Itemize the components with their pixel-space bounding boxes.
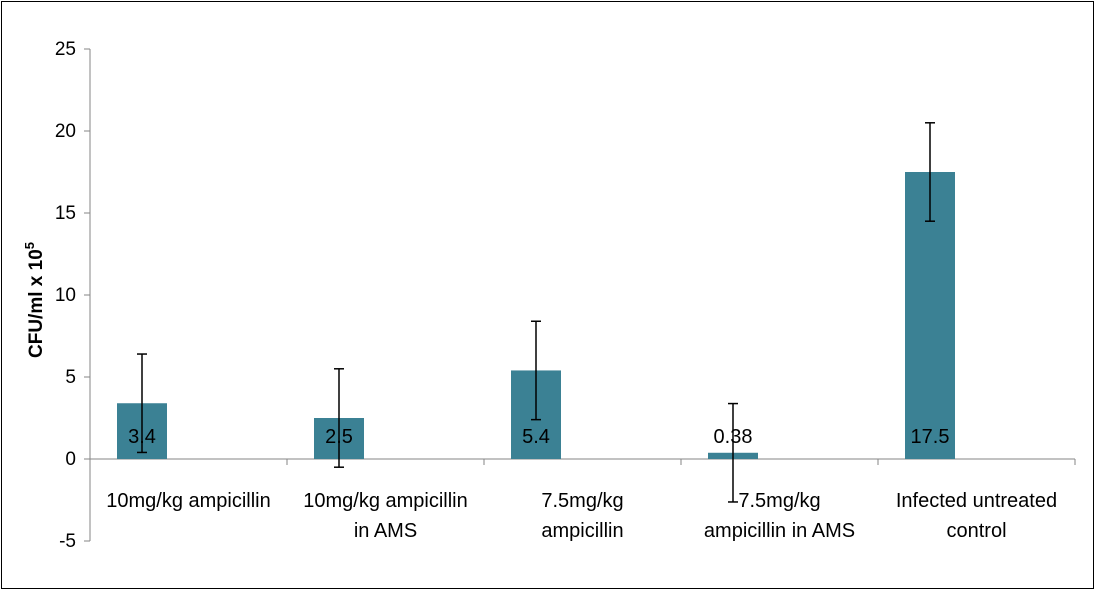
category-label: 7.5mg/kg ampicillin in AMS: [704, 490, 855, 542]
category-label-line: Infected untreated: [896, 490, 1057, 512]
y-axis-title: CFU/ml x 105: [22, 242, 47, 358]
data-label: 0.38: [714, 426, 753, 448]
category-label-line: in AMS: [354, 520, 417, 542]
category-label-line: 10mg/kg ampicillin: [106, 490, 271, 512]
data-label: 2.5: [325, 426, 353, 448]
bars: [117, 172, 955, 459]
category-labels: 10mg/kg ampicillin 10mg/kg ampicillin in A…: [106, 490, 1057, 542]
category-label: 7.5mg/kg ampicillin: [541, 490, 623, 542]
data-label: 5.4: [522, 426, 550, 448]
data-labels: 3.4 2.5 5.4 0.38 17.5: [128, 426, 949, 448]
y-tick-label: 25: [55, 39, 76, 60]
y-tick-label: 5: [65, 367, 76, 388]
category-label: 10mg/kg ampicillin: [106, 490, 271, 512]
y-tick-label: 20: [55, 121, 76, 142]
category-label-line: 7.5mg/kg: [738, 490, 820, 512]
data-label: 3.4: [128, 426, 156, 448]
category-label-line: 10mg/kg ampicillin: [303, 490, 468, 512]
category-label: 10mg/kg ampicillin in AMS: [303, 490, 468, 542]
y-axis-title-superscript: 5: [22, 242, 37, 249]
y-axis-title-text: CFU/ml x 10: [26, 249, 47, 358]
y-tick-label: 10: [55, 285, 76, 306]
category-label-line: ampicillin: [541, 520, 623, 542]
category-label: Infected untreated control: [896, 490, 1057, 542]
y-tick-labels: -5 0 5 10 15 20 25: [55, 39, 76, 552]
y-tick-label: 0: [65, 449, 76, 470]
category-label-line: ampicillin in AMS: [704, 520, 855, 542]
y-tick-label: -5: [59, 531, 76, 552]
category-label-line: control: [946, 520, 1006, 542]
category-label-line: 7.5mg/kg: [541, 490, 623, 512]
error-bars: [137, 122, 935, 503]
y-tick-label: 15: [55, 203, 76, 224]
data-label: 17.5: [911, 426, 950, 448]
